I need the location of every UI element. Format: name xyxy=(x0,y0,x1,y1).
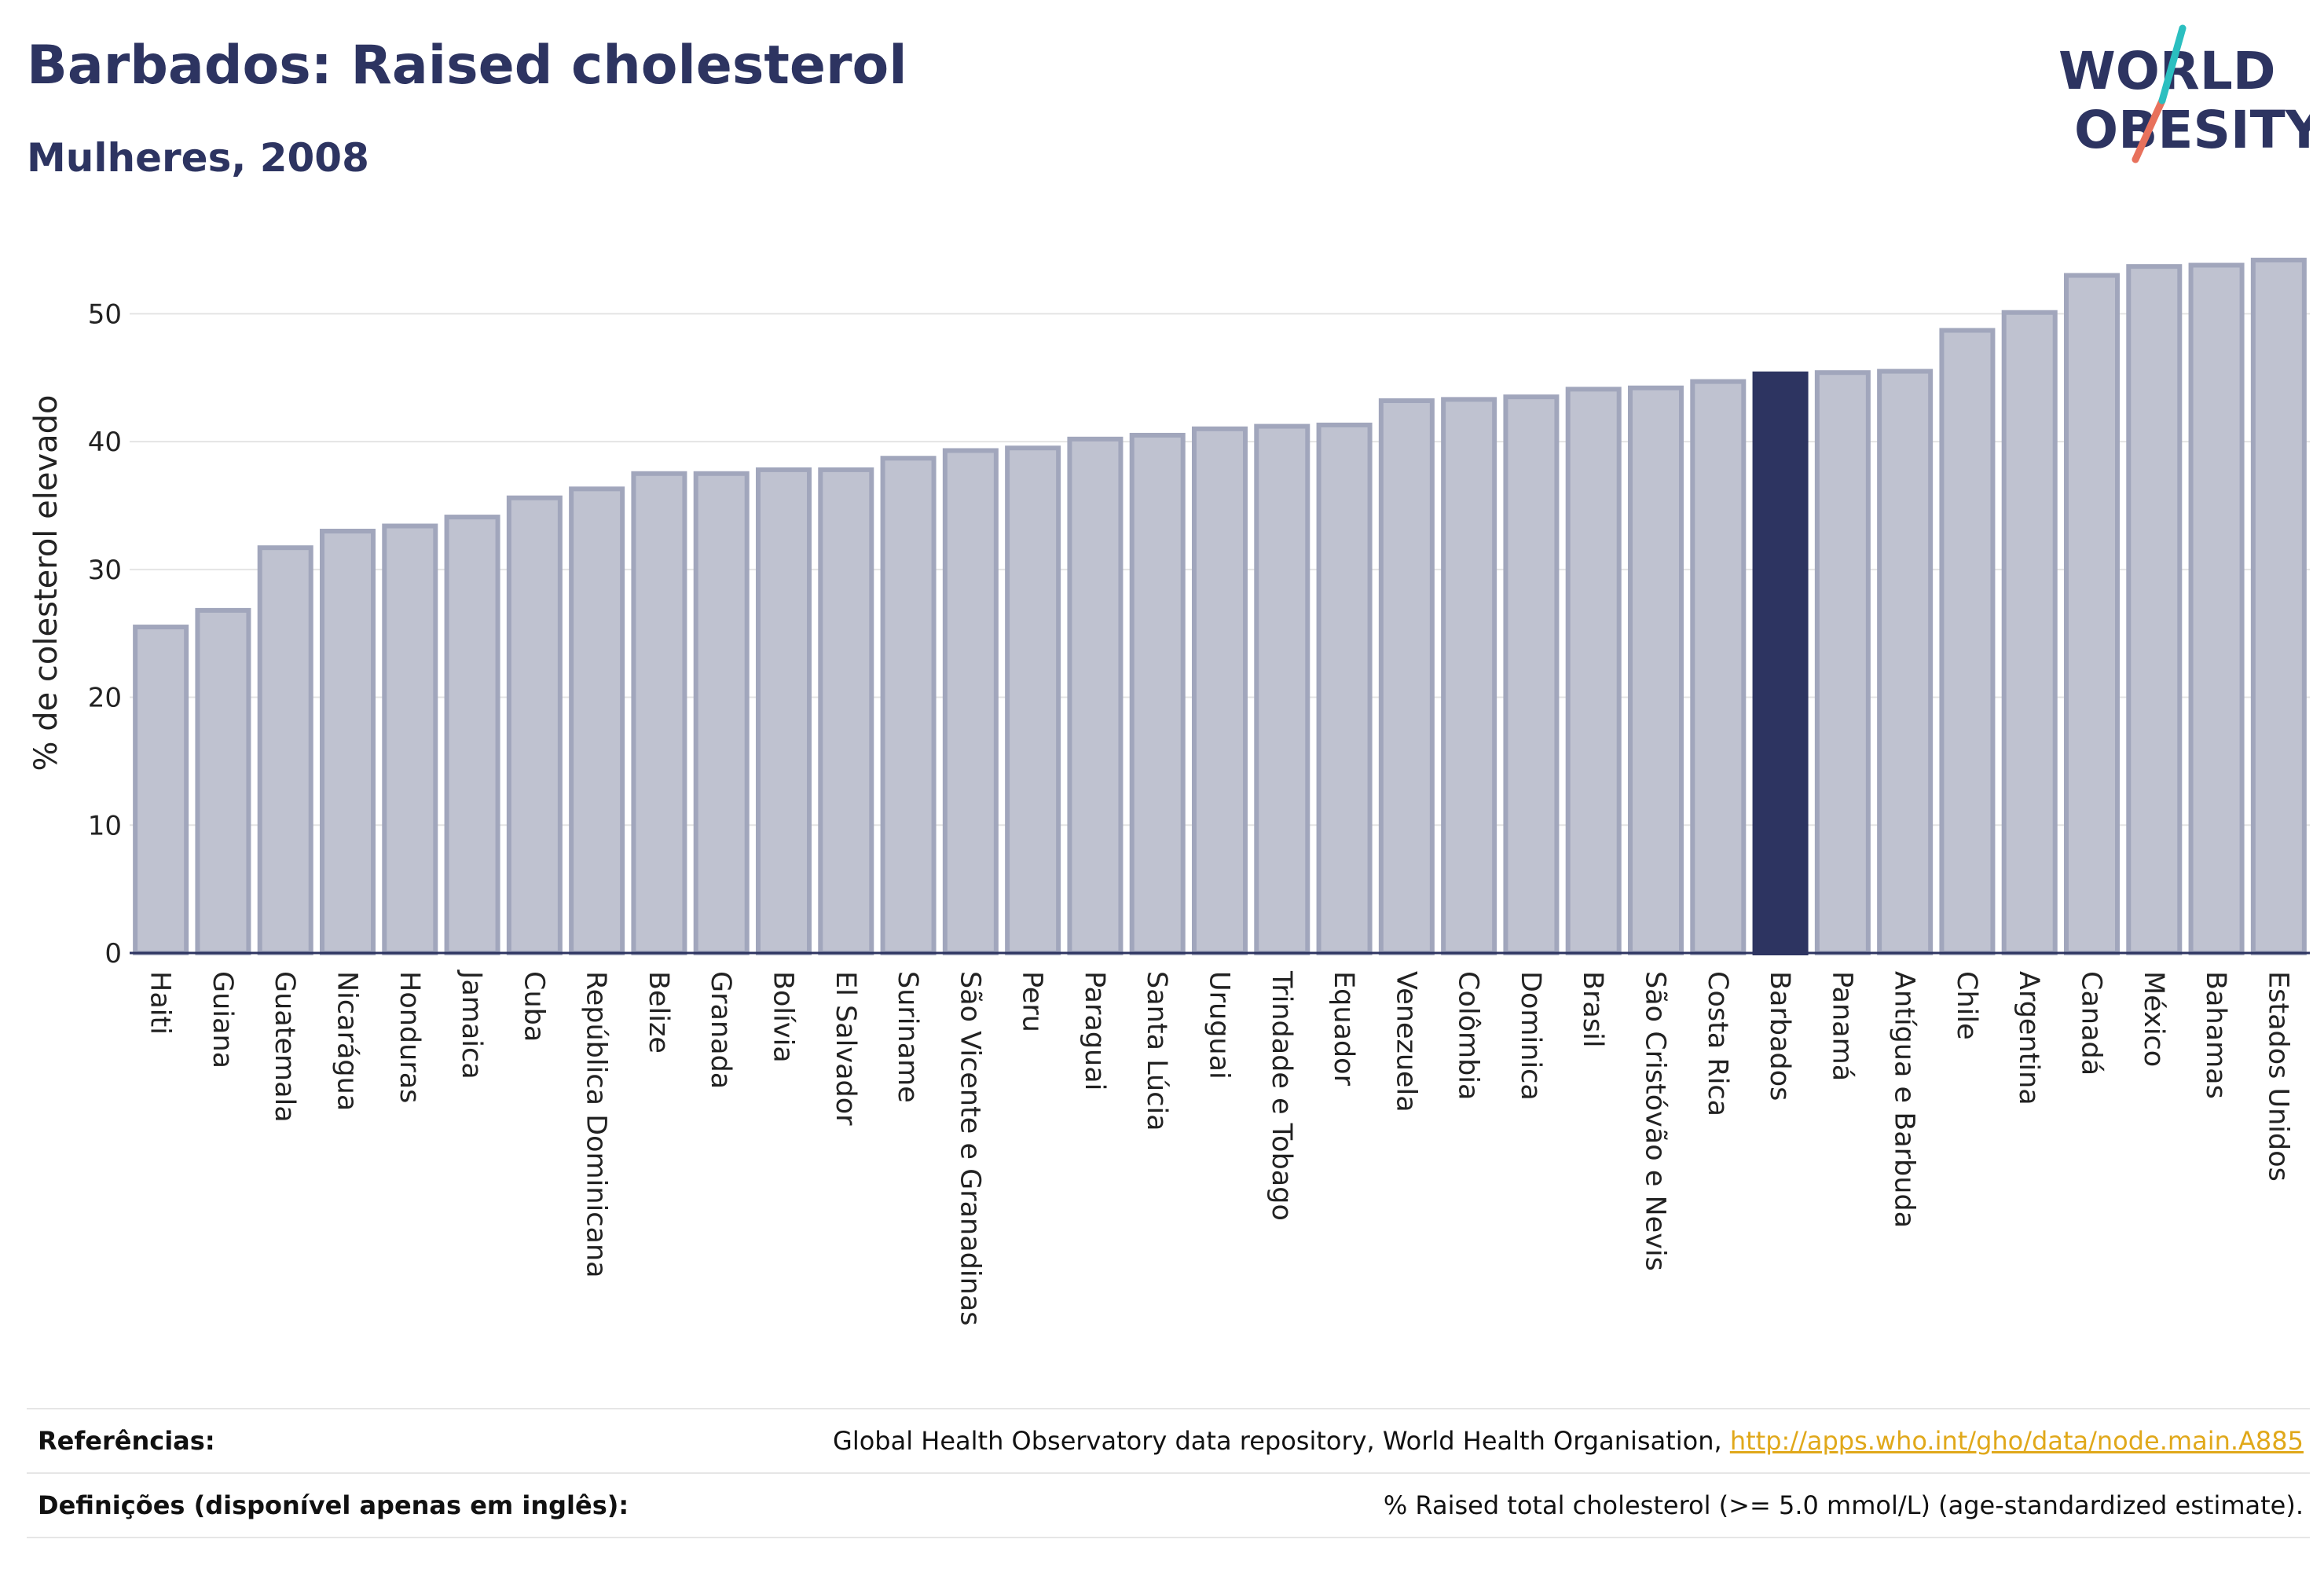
x-tick-label: Uruguai xyxy=(1204,971,1235,1079)
x-tick-label: Barbados xyxy=(1764,971,1795,1101)
x-tick-label: Guiana xyxy=(207,971,238,1068)
y-tick-label: 30 xyxy=(88,555,122,586)
references-row: Referências: Global Health Observatory d… xyxy=(27,1408,2310,1472)
x-tick-label: São Cristóvão e Nevis xyxy=(1640,971,1671,1271)
logo-line2: OBESITY xyxy=(2074,100,2310,160)
bar-dominica xyxy=(1503,394,1560,955)
references-label: Referências: xyxy=(38,1426,215,1456)
bar-sao-cristovao-e-nevis xyxy=(1627,385,1684,955)
bar-mexico xyxy=(2126,264,2183,955)
x-tick-label: República Dominicana xyxy=(581,971,612,1278)
world-obesity-logo: WORLD OBESITY xyxy=(2058,24,2310,163)
x-tick-label: Colômbia xyxy=(1453,971,1484,1100)
x-tick-label: São Vicente e Granadinas xyxy=(954,971,985,1326)
x-tick-label: México xyxy=(2138,971,2169,1067)
bar-guatemala xyxy=(257,545,313,955)
bar-suriname xyxy=(880,456,937,955)
bar-estados-unidos xyxy=(2250,258,2307,955)
x-tick-label: Antígua e Barbuda xyxy=(1889,971,1920,1228)
bar-chile xyxy=(1939,328,1996,955)
bar-sao-vicente-e-granadinas xyxy=(942,448,999,955)
x-tick-label: Paraguai xyxy=(1079,971,1110,1090)
x-tick-label: Peru xyxy=(1017,971,1048,1032)
bar-peru xyxy=(1005,445,1061,955)
x-tick-label: El Salvador xyxy=(830,971,861,1126)
x-tick-label: Brasil xyxy=(1577,971,1608,1048)
bar-brasil xyxy=(1565,387,1622,955)
references-value: Global Health Observatory data repositor… xyxy=(833,1426,2310,1456)
bar-republica-dominicana xyxy=(569,486,625,955)
x-tick-label: Argentina xyxy=(2013,971,2044,1105)
bar-santa-lucia xyxy=(1129,432,1186,955)
bar-argentina xyxy=(2001,310,2058,955)
definitions-label: Definições (disponível apenas em inglês)… xyxy=(38,1490,629,1520)
bar-paraguai xyxy=(1067,436,1124,955)
x-tick-label: Granada xyxy=(705,971,736,1089)
x-tick-label: Jamaica xyxy=(456,969,487,1079)
bar-canada xyxy=(2063,273,2121,955)
definitions-row: Definições (disponível apenas em inglês)… xyxy=(27,1472,2310,1538)
bar-colombia xyxy=(1441,397,1497,955)
bar-venezuela xyxy=(1378,398,1435,955)
bar-cuba xyxy=(506,495,563,955)
bar-guiana xyxy=(195,607,251,956)
x-tick-label: Bahamas xyxy=(2200,971,2231,1099)
x-tick-label: Santa Lúcia xyxy=(1141,971,1172,1131)
x-tick-label: Haiti xyxy=(145,971,176,1035)
y-tick-label: 0 xyxy=(104,938,122,969)
chart-subtitle: Mulheres, 2008 xyxy=(27,135,369,181)
x-tick-label: Nicarágua xyxy=(332,971,363,1111)
bar-belize xyxy=(631,471,687,955)
y-axis-label: % de colesterol elevado xyxy=(28,394,64,771)
y-tick-label: 20 xyxy=(88,683,122,714)
y-tick-label: 40 xyxy=(88,427,122,458)
chart-title: Barbados: Raised cholesterol xyxy=(27,35,907,97)
bar-uruguai xyxy=(1191,426,1248,955)
x-tick-label: Trindade e Tobago xyxy=(1266,970,1297,1221)
x-tick-label: Venezuela xyxy=(1390,971,1421,1112)
bar-bahamas xyxy=(2188,262,2245,955)
y-tick-label: 10 xyxy=(88,810,122,841)
bar-haiti xyxy=(133,625,189,956)
bars xyxy=(133,258,2307,956)
x-tick-label: Chile xyxy=(1951,971,1982,1040)
bar-equador xyxy=(1316,422,1373,955)
bar-costa-rica xyxy=(1690,379,1747,956)
x-tick-label: Belize xyxy=(643,971,674,1054)
bar-bolivia xyxy=(755,467,812,955)
bar-chart: 0 10 20 30 40 50 Haiti Guiana Guatemala Nicarágu… xyxy=(28,258,2310,1326)
bar-barbados xyxy=(1752,371,1809,955)
bar-trindade-e-tobago xyxy=(1254,423,1310,955)
x-tick-label: Bolívia xyxy=(768,971,799,1063)
bar-jamaica xyxy=(444,515,500,955)
x-tick-label: Honduras xyxy=(394,971,425,1103)
x-tick-label: Canadá xyxy=(2076,971,2107,1076)
y-tick-label: 50 xyxy=(88,299,122,330)
bar-nicaragua xyxy=(319,529,376,955)
bar-antigua-e-barbuda xyxy=(1877,368,1934,956)
x-tick-label: Suriname xyxy=(892,971,923,1103)
bar-honduras xyxy=(382,523,438,955)
x-tick-label: Costa Rica xyxy=(1702,971,1733,1116)
bar-panama xyxy=(1814,370,1871,955)
references-text: Global Health Observatory data repositor… xyxy=(833,1426,1730,1456)
x-tick-label: Guatemala xyxy=(269,971,300,1123)
x-tick-label: Dominica xyxy=(1515,971,1546,1101)
bar-el-salvador xyxy=(818,467,874,955)
x-tick-label: Estados Unidos xyxy=(2262,971,2293,1182)
definitions-text: % Raised total cholesterol (>= 5.0 mmol/… xyxy=(1383,1490,2304,1520)
y-axis-ticks: 0 10 20 30 40 50 xyxy=(88,299,122,969)
references-link[interactable]: http://apps.who.int/gho/data/node.main.A… xyxy=(1729,1426,2304,1456)
x-axis-labels: Haiti Guiana Guatemala Nicarágua Honduras Jam… xyxy=(145,969,2294,1326)
x-tick-label: Cuba xyxy=(518,971,549,1042)
x-tick-label: Panamá xyxy=(1826,971,1857,1081)
x-tick-label: Equador xyxy=(1328,971,1359,1087)
bar-granada xyxy=(693,471,750,955)
